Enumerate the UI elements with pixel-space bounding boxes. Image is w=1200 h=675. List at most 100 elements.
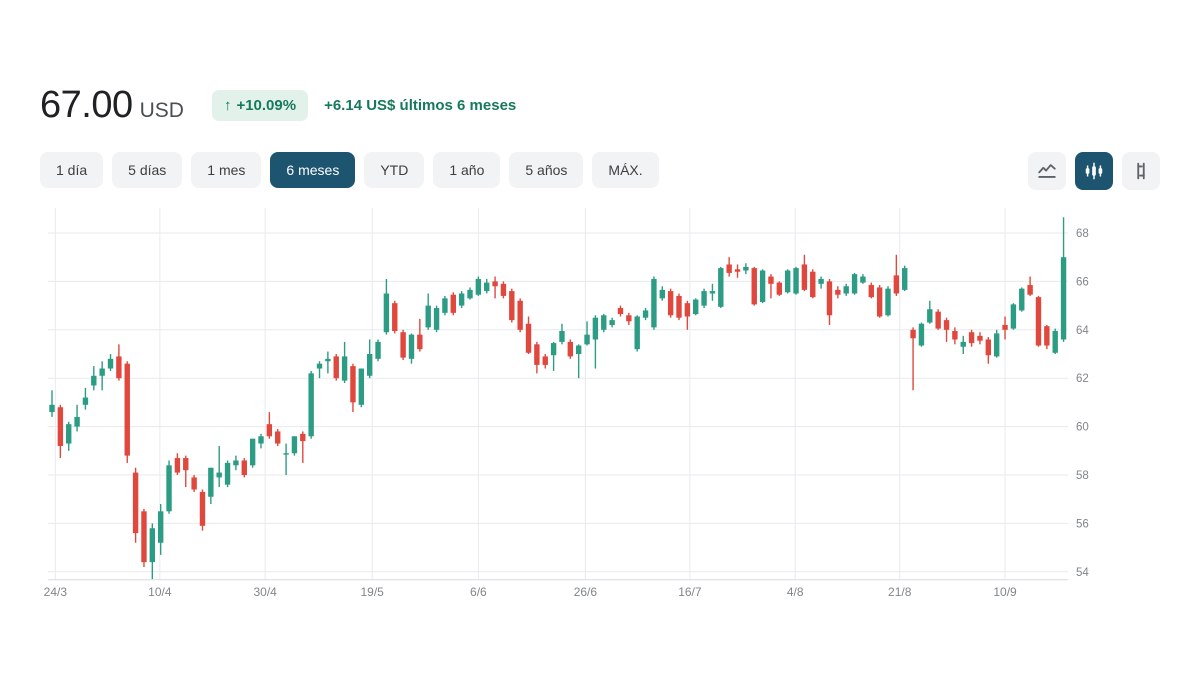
candle-body-up — [433, 308, 440, 330]
x-axis-label: 19/5 — [361, 585, 385, 599]
candle-body-down — [1035, 297, 1042, 346]
candle-body-up — [308, 373, 314, 437]
candle-body-up — [659, 289, 665, 299]
y-axis-label: 64 — [1076, 325, 1089, 337]
y-axis-label: 60 — [1076, 422, 1089, 434]
range-tab-5-a-os[interactable]: 5 años — [509, 152, 584, 188]
range-tab-1-d-a[interactable]: 1 día — [40, 152, 104, 188]
range-tab-1-mes[interactable]: 1 mes — [191, 152, 262, 188]
candle-body-down — [400, 332, 406, 358]
y-axis-label: 66 — [1076, 276, 1089, 288]
candle-body-down — [893, 275, 900, 294]
candle-body-up — [208, 467, 214, 497]
y-axis-label: 58 — [1076, 470, 1089, 482]
candle-body-down — [525, 323, 532, 353]
candle-body-down — [199, 491, 206, 526]
candle-body-up — [325, 358, 331, 362]
candle-body-up — [166, 465, 172, 512]
candle-body-down — [868, 285, 874, 298]
candle-body-up — [885, 288, 891, 316]
candle-body-up — [258, 436, 264, 444]
range-tab-5-d-as[interactable]: 5 días — [112, 152, 183, 188]
candle-body-up — [609, 320, 615, 325]
candle-body-up — [442, 298, 448, 313]
candle-body-down — [968, 332, 975, 344]
candle-body-up — [918, 323, 925, 346]
candle-body-down — [977, 335, 983, 341]
candle-body-up — [575, 345, 582, 354]
candle-body-down — [517, 300, 523, 330]
y-axis-label: 54 — [1076, 567, 1089, 579]
change-badge: ↑ +10.09% — [211, 90, 309, 121]
candle-body-down — [826, 281, 833, 316]
candle-body-down — [935, 311, 941, 329]
candle-body-down — [275, 431, 281, 444]
candle-body-up — [91, 375, 97, 386]
candle-body-up — [383, 293, 390, 333]
candle-body-up — [157, 511, 164, 543]
candle-body-up — [283, 453, 289, 455]
candle-body-up — [634, 316, 640, 350]
x-axis-label: 24/3 — [44, 585, 68, 599]
y-axis-label: 68 — [1076, 228, 1089, 240]
candle-body-down — [667, 291, 674, 316]
candle-body-down — [350, 366, 356, 403]
x-axis-label: 6/6 — [470, 585, 487, 599]
candle-body-up — [475, 278, 482, 295]
candle-body-down — [300, 433, 306, 442]
currency-label: USD — [139, 98, 184, 122]
candle-body-up — [408, 334, 415, 359]
candle-body-up — [693, 299, 699, 315]
candle-body-up — [249, 438, 256, 466]
candle-body-down — [124, 363, 130, 456]
candle-body-up — [366, 354, 373, 376]
candle-body-up — [902, 268, 908, 290]
x-axis-label: 21/8 — [888, 585, 912, 599]
up-arrow-icon: ↑ — [223, 97, 232, 114]
candle-body-down — [542, 356, 548, 365]
range-tab-ytd[interactable]: YTD — [364, 152, 425, 188]
candle-body-down — [141, 511, 147, 563]
candle-body-down — [952, 331, 958, 340]
line-chart-button[interactable] — [1028, 152, 1066, 190]
range-tab-6-meses[interactable]: 6 meses — [270, 152, 356, 188]
price-chart[interactable]: 54 56 58 60 62 64 66 68 24/3 10/4 30/4 19/5 6/6 26/6 1… — [0, 200, 1200, 610]
candle-body-up — [425, 305, 431, 328]
chart-type-controls — [1028, 152, 1160, 190]
candle-body-up — [1060, 257, 1067, 340]
candle-body-up — [1010, 304, 1017, 329]
range-tab-m-x-[interactable]: MÁX. — [592, 152, 659, 188]
candle-body-down — [985, 339, 992, 356]
candle-body-up — [784, 270, 791, 293]
candle-body-down — [617, 308, 624, 315]
candle-body-up — [851, 274, 858, 294]
y-axis-label: 56 — [1076, 518, 1089, 530]
ohlc-bars-button[interactable] — [1122, 152, 1160, 190]
candle-body-up — [759, 270, 766, 302]
candlestick-chart-button[interactable] — [1075, 152, 1113, 190]
candle-body-up — [66, 424, 72, 444]
x-axis-label: 16/7 — [678, 585, 702, 599]
candle-body-up — [467, 289, 473, 299]
x-axis-label: 30/4 — [254, 585, 278, 599]
candle-body-down — [626, 315, 632, 322]
candle-body-up — [1019, 288, 1025, 311]
candle-body-up — [74, 416, 80, 427]
candle-body-down — [132, 472, 139, 534]
x-axis-label: 4/8 — [787, 585, 804, 599]
candle-body-down — [734, 269, 741, 272]
candle-body-up — [358, 368, 365, 405]
candle-body-up — [458, 293, 465, 306]
candle-body-up — [592, 317, 599, 340]
candle-body-down — [776, 282, 783, 295]
candle-body-up — [718, 268, 724, 307]
candle-body-up — [316, 363, 323, 369]
candle-body-up — [149, 528, 156, 563]
change-amount-text: +6.14 US$ últimos 6 meses — [324, 97, 517, 114]
range-tab-1-a-o[interactable]: 1 año — [433, 152, 501, 188]
candle-body-up — [793, 268, 799, 294]
candle-body-up — [860, 276, 866, 283]
candlestick-chart-canvas[interactable]: 54 56 58 60 62 64 66 68 24/3 10/4 30/4 19/5 6/6 26/6 1… — [0, 200, 1200, 610]
candle-body-up — [216, 472, 222, 478]
candle-body-up — [642, 310, 649, 318]
